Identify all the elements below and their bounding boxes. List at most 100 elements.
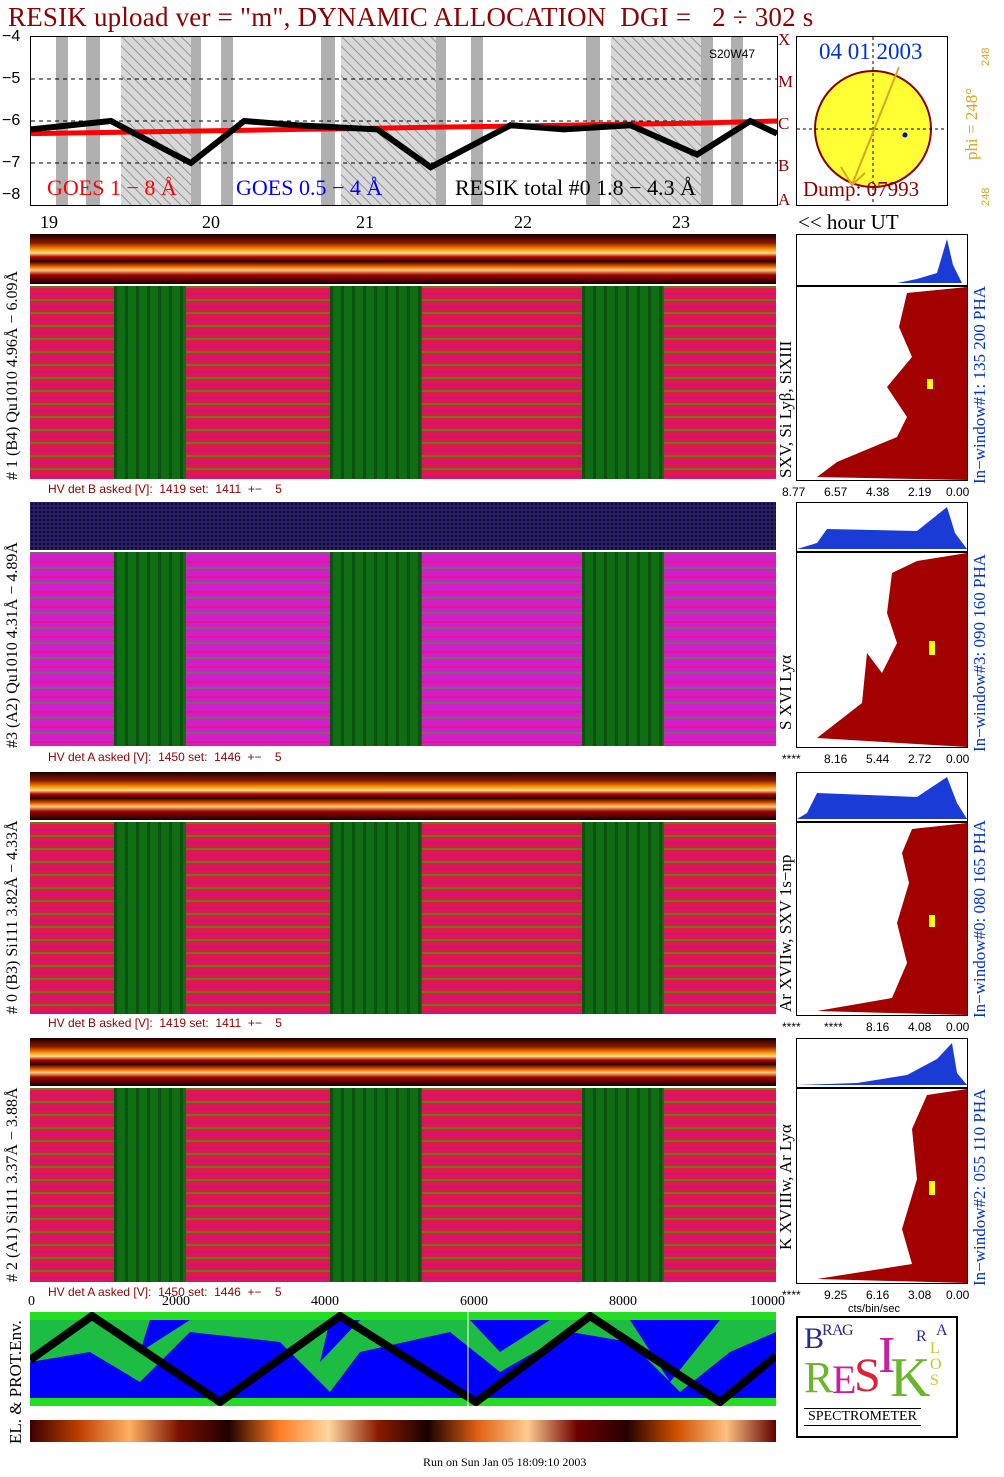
ch3-spectrogram [30, 552, 776, 746]
logo-letter: O [930, 1356, 942, 1373]
goes-series-line-0 [31, 118, 777, 137]
ch1-pha-top [796, 234, 968, 286]
ch0-spectrogram [30, 822, 776, 1014]
class-letter: C [778, 114, 790, 133]
ch3-pha-main-curve [817, 553, 967, 747]
ch3-pha-top-curve [797, 507, 967, 549]
sun-disk [797, 37, 947, 205]
ch3-pha-ticks: **** 8.16 5.44 2.72 0.00 [782, 752, 972, 766]
ch3-pha-top [796, 502, 968, 552]
ch0-counts-strip [30, 772, 776, 820]
ch3-window-label: In−window#3: 090 160 PHA [970, 553, 989, 752]
goes-y-tick: −5 [2, 70, 21, 87]
ch0-hv-label: HV det B asked [V]: 1419 set: 1411 +− 5 [48, 1016, 282, 1030]
pha-tick: 0.00 [946, 1288, 970, 1302]
env-label: EL. & PROT.Env. [6, 1320, 25, 1444]
resik-logo: B R A G R E S I K S O L A R SPECTROMETER [796, 1316, 958, 1438]
ch3-left-label: #3 (A2) Qu1010 4.31Å − 4.89Å [4, 542, 21, 748]
legend-goes-long: GOES 1 − 8 Å [47, 175, 177, 200]
logo-letter: G [842, 1322, 854, 1339]
pha-tick: 6.16 [866, 1288, 890, 1302]
logo-letter: R [822, 1322, 833, 1339]
env-panel [30, 1312, 776, 1406]
ch3-pha-main [796, 552, 968, 748]
ch2-pha-ticks: **** 9.25 6.16 3.08 0.00 [782, 1288, 972, 1302]
bottom-tick: 4000 [311, 1294, 339, 1309]
ch3-hv-label: HV det A asked [V]: 1450 set: 1446 +− 5 [48, 750, 282, 764]
pha-tick: **** [782, 752, 801, 766]
observation-date: 04 01 2003 [819, 39, 923, 64]
goes-y-axis: −4 −5 −6 −7 −8 [0, 28, 30, 208]
bottom-tick: 10000 [750, 1294, 785, 1309]
phi-arrow [851, 66, 900, 186]
run-info: Run on Sun Jan 05 18:09:10 2003 [423, 1455, 587, 1469]
ch1-pha-top-curve [797, 239, 967, 283]
ch1-hv-label: HV det B asked [V]: 1419 set: 1411 +− 5 [48, 482, 282, 496]
ch2-spectrogram [30, 1088, 776, 1282]
pha-tick: 6.57 [824, 485, 848, 499]
logo-letter: S [854, 1349, 881, 1402]
class-letter: X [778, 30, 791, 49]
goes-class-axis: X M C B A [776, 30, 796, 210]
ch0-pha-top-curve [797, 777, 967, 819]
pha-tick: **** [782, 1288, 801, 1302]
logo-letter: L [930, 1340, 940, 1357]
ch1-pha-main-curve [817, 287, 967, 480]
ch1-window-label: In−window#1: 135 200 PHA [970, 285, 989, 484]
ch2-lines-label: K XVIIIw, Ar Lyα [776, 1124, 795, 1250]
logo-letter: R [916, 1328, 927, 1345]
logo-letter: B [804, 1322, 825, 1355]
pha-tick: 9.25 [824, 1288, 848, 1302]
ch0-pha-main [796, 822, 968, 1016]
ch0-lines-label: Ar XVIIw, SXV 1s−np [776, 854, 795, 1012]
ch2-pha-top [796, 1038, 968, 1088]
bottom-tick: 0 [28, 1294, 35, 1309]
env-orbit-track [30, 1312, 776, 1406]
goes-plot [31, 78, 777, 171]
dump-number: Dump: 07993 [803, 177, 920, 201]
goes-y-tick: −8 [2, 186, 21, 203]
logo-letter: E [832, 1357, 857, 1402]
hour-label: 19 [40, 212, 58, 232]
ch1-lines-label: SXV, Si Lyβ, SiXIII [776, 340, 795, 478]
pha-tick: 8.16 [866, 1020, 890, 1034]
pha-tick: **** [782, 1020, 801, 1034]
pha-tick: 8.16 [824, 752, 848, 766]
pha-tick: **** [824, 1020, 843, 1034]
ch0-pha-main-curve [817, 823, 967, 1015]
phi-small-top: 248 [980, 47, 992, 66]
legend-resik-total: RESIK total #0 1.8 − 4.3 Å [455, 175, 696, 200]
env-strip [30, 1420, 776, 1442]
pha-tick: 0.00 [946, 1020, 970, 1034]
logo-letter: I [878, 1327, 896, 1384]
pha-unit-label: cts/bin/sec [848, 1303, 900, 1315]
goes-y-tick: −6 [2, 112, 21, 129]
goes-y-tick: −4 [2, 28, 21, 45]
goes-y-tick: −7 [2, 154, 21, 171]
ch3-counts-strip [30, 502, 776, 550]
logo-letter: A [832, 1322, 844, 1339]
hour-label: 22 [514, 212, 532, 232]
pha-tick: 2.19 [908, 485, 932, 499]
pha-tick: 4.38 [866, 485, 890, 499]
env-plot [30, 1312, 776, 1406]
bottom-tick: 6000 [460, 1294, 488, 1309]
goes-series-line-1 [31, 117, 777, 171]
hour-label: 20 [202, 212, 220, 232]
pha-tick: 0.00 [946, 485, 970, 499]
logo-letter: K [890, 1347, 931, 1409]
class-letter: M [778, 72, 794, 91]
ch2-window-label: In−window#2: 055 110 PHA [970, 1088, 989, 1286]
ch0-pha-ticks: **** **** 8.16 4.08 0.00 [782, 1020, 972, 1034]
hour-unit-label: << hour UT [798, 210, 899, 234]
hour-label: 21 [356, 212, 374, 232]
ch1-pha-ticks: 8.77 6.57 4.38 2.19 0.00 [782, 485, 972, 499]
ch2-counts-strip [30, 1038, 776, 1086]
logo-letter: S [930, 1372, 939, 1389]
pha-tick: 2.72 [908, 752, 932, 766]
ch2-pha-main [796, 1088, 968, 1284]
logo-spectrometer: SPECTROMETER [804, 1408, 921, 1426]
pha-tick: 4.08 [908, 1020, 932, 1034]
ch1-left-label: # 1 (B4) Qu1010 4.96Å − 6.09Å [4, 270, 21, 480]
ch0-pha-top [796, 772, 968, 822]
